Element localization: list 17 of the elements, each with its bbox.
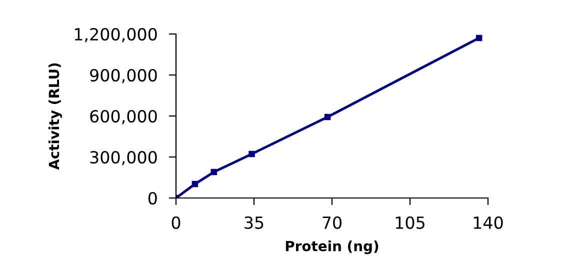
- y-tick-label: 1,200,000: [74, 28, 157, 42]
- y-tick-label: 300,000: [90, 150, 157, 166]
- x-tick-label: 70: [322, 216, 342, 229]
- x-tick-label: 35: [244, 216, 264, 229]
- x-tick-label: 0: [172, 216, 180, 229]
- point: [476, 34, 482, 42]
- x-tick-label: 140: [474, 216, 503, 229]
- point: [324, 114, 331, 120]
- y-tick-label: 600,000: [90, 110, 157, 124]
- y-axis-title: Activity (RLU): [48, 63, 62, 170]
- x-axis-title: Protein (ng): [286, 240, 378, 254]
- point: [248, 150, 255, 158]
- point: [192, 180, 198, 188]
- y-tick-label: 900,000: [90, 68, 157, 84]
- point: [210, 168, 218, 176]
- y-tick-label: 0: [148, 192, 157, 205]
- x-tick-label: 105: [396, 216, 424, 229]
